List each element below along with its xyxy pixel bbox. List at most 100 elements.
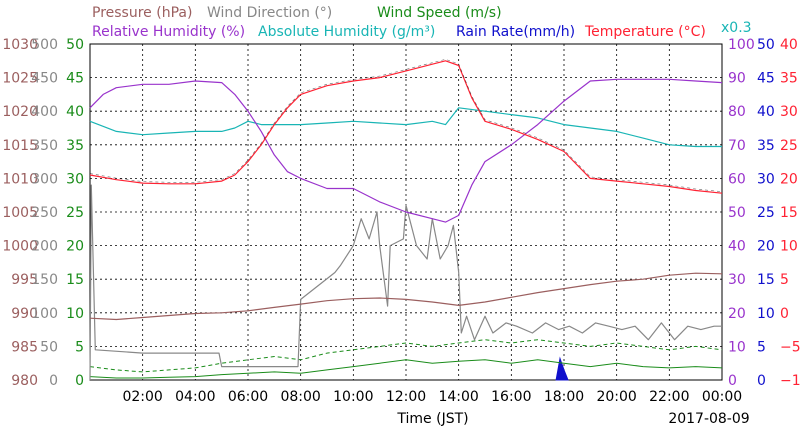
x-tick-label: 04:00 xyxy=(175,389,215,405)
y-tick-humidity: 0 xyxy=(728,373,737,389)
y-tick-temperature: −10 xyxy=(780,373,800,389)
y-tick-pressure: 1030 xyxy=(2,37,38,53)
y-tick-wind-speed: 45 xyxy=(66,71,84,87)
y-tick-humidity: 40 xyxy=(728,239,746,255)
y-tick-humidity: 80 xyxy=(728,104,746,120)
y-tick-temperature: 40 xyxy=(780,37,798,53)
x-tick-label: 16:00 xyxy=(491,389,531,405)
legend-relative-humidity: Relative Humidity (%) xyxy=(92,24,245,40)
y-tick-pressure: 1020 xyxy=(2,104,38,120)
y-tick-temperature: 5 xyxy=(780,272,789,288)
temperature-line xyxy=(89,60,723,194)
y-tick-wind-direction: 450 xyxy=(31,71,58,87)
legend-temperature: Temperature (°C) xyxy=(584,24,706,40)
y-tick-rain-rate: 0 xyxy=(757,373,766,389)
y-tick-pressure: 995 xyxy=(11,272,38,288)
x-axis-label: Time (JST) xyxy=(396,411,468,427)
y-tick-rain-rate: 5 xyxy=(757,339,766,355)
y-tick-wind-speed: 35 xyxy=(66,138,84,154)
y-tick-wind-direction: 50 xyxy=(40,339,58,355)
y-tick-humidity: 10 xyxy=(728,339,746,355)
y-tick-wind-direction: 200 xyxy=(31,239,58,255)
y-tick-rain-rate: 40 xyxy=(757,104,775,120)
y-tick-humidity: 30 xyxy=(728,272,746,288)
temperature-secondary-line xyxy=(89,58,723,192)
y-tick-wind-direction: 500 xyxy=(31,37,58,53)
y-tick-humidity: 20 xyxy=(728,306,746,322)
series-layer xyxy=(89,58,723,381)
x-tick-label: 22:00 xyxy=(649,389,689,405)
legend-wind-direction: Wind Direction (°) xyxy=(207,5,332,21)
x-tick-labels: 02:00 04:00 06:00 08:00 10:00 12:00 14:00 16:00… xyxy=(122,389,742,405)
absolute-humidity-line xyxy=(89,107,722,148)
y-tick-pressure: 985 xyxy=(11,339,38,355)
y-tick-rain-rate: 15 xyxy=(757,272,775,288)
y-tick-temperature: 15 xyxy=(780,205,798,221)
y-tick-temperature: 20 xyxy=(780,171,798,187)
rain-rate-area xyxy=(555,356,569,381)
abs-humidity-scale-label: x0.3 xyxy=(721,20,752,36)
legend-wind-speed: Wind Speed (m/s) xyxy=(377,5,502,21)
y-tick-wind-speed: 50 xyxy=(66,37,84,53)
wind-speed-max-line xyxy=(89,339,723,373)
y-tick-pressure: 990 xyxy=(11,306,38,322)
x-tick-label: 18:00 xyxy=(544,389,584,405)
y-tick-wind-speed: 25 xyxy=(66,205,84,221)
legend-absolute-humidity: Absolute Humidity (g/m³) xyxy=(258,24,435,40)
x-tick-label: 00:00 xyxy=(702,389,742,405)
y-tick-wind-direction: 300 xyxy=(31,171,58,187)
y-tick-labels: 1030102510201015101010051000995990985980… xyxy=(2,37,800,389)
y-tick-pressure: 1010 xyxy=(2,171,38,187)
legend-rain-rate: Rain Rate(mm/h) xyxy=(456,24,575,40)
x-tick-label: 14:00 xyxy=(438,389,478,405)
y-tick-humidity: 50 xyxy=(728,205,746,221)
y-tick-rain-rate: 30 xyxy=(757,171,775,187)
y-tick-pressure: 1015 xyxy=(2,138,38,154)
y-tick-humidity: 100 xyxy=(728,37,755,53)
y-tick-rain-rate: 50 xyxy=(757,37,775,53)
x-tick-label: 10:00 xyxy=(333,389,373,405)
y-tick-wind-speed: 0 xyxy=(75,373,84,389)
y-tick-wind-direction: 250 xyxy=(31,205,58,221)
y-tick-pressure: 1000 xyxy=(2,239,38,255)
y-tick-wind-speed: 40 xyxy=(66,104,84,120)
y-tick-temperature: 25 xyxy=(780,138,798,154)
y-tick-pressure: 1025 xyxy=(2,71,38,87)
y-tick-wind-direction: 400 xyxy=(31,104,58,120)
pressure-line xyxy=(89,272,723,321)
y-tick-rain-rate: 35 xyxy=(757,138,775,154)
y-tick-wind-speed: 5 xyxy=(75,339,84,355)
x-tick-label: 02:00 xyxy=(122,389,162,405)
y-tick-wind-speed: 15 xyxy=(66,272,84,288)
y-tick-wind-direction: 0 xyxy=(49,373,58,389)
relative-humidity-line xyxy=(89,78,723,223)
y-tick-humidity: 70 xyxy=(728,138,746,154)
y-tick-wind-direction: 350 xyxy=(31,138,58,154)
y-tick-wind-direction: 150 xyxy=(31,272,58,288)
y-tick-temperature: 10 xyxy=(780,239,798,255)
y-tick-pressure: 1005 xyxy=(2,205,38,221)
wind-speed-mean-line xyxy=(89,359,723,379)
y-tick-temperature: 0 xyxy=(780,306,789,322)
y-tick-rain-rate: 20 xyxy=(757,239,775,255)
legend-pressure: Pressure (hPa) xyxy=(92,5,192,21)
y-tick-wind-direction: 100 xyxy=(31,306,58,322)
y-tick-temperature: −5 xyxy=(780,339,800,355)
y-tick-humidity: 60 xyxy=(728,171,746,187)
y-tick-wind-speed: 30 xyxy=(66,171,84,187)
y-tick-wind-speed: 20 xyxy=(66,239,84,255)
x-tick-label: 08:00 xyxy=(280,389,320,405)
y-tick-rain-rate: 10 xyxy=(757,306,775,322)
y-tick-wind-speed: 10 xyxy=(66,306,84,322)
y-tick-rain-rate: 45 xyxy=(757,71,775,87)
x-tick-label: 06:00 xyxy=(228,389,268,405)
y-tick-humidity: 90 xyxy=(728,71,746,87)
date-label: 2017-08-09 xyxy=(668,411,749,427)
y-tick-rain-rate: 25 xyxy=(757,205,775,221)
wind-direction-line xyxy=(89,184,722,381)
y-tick-temperature: 30 xyxy=(780,104,798,120)
x-tick-label: 12:00 xyxy=(386,389,426,405)
grid xyxy=(90,44,722,380)
